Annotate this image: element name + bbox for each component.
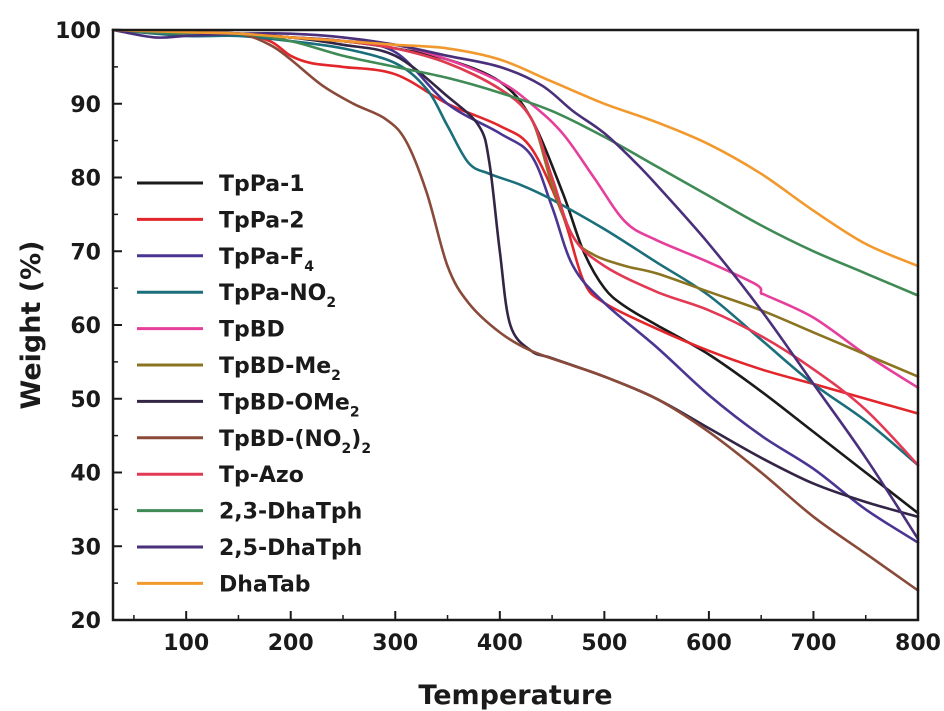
legend-label: TpBD-OMe2 <box>219 390 360 420</box>
series-line-11 <box>111 28 920 268</box>
x-axis-title: Temperature <box>418 680 612 711</box>
plot-lines <box>111 28 920 592</box>
legend-label: Tp-Azo <box>219 463 304 488</box>
series-line-1 <box>111 28 920 415</box>
y-tick-label: 80 <box>70 167 101 192</box>
x-tick-label: 300 <box>372 631 418 656</box>
y-axis: 20 30 40 50 60 70 80 90 100 <box>55 19 122 634</box>
x-axis: 100 200 300 400 500 600 700 800 <box>133 611 941 656</box>
y-tick-label: 60 <box>70 314 101 339</box>
y-tick-label: 30 <box>70 535 101 560</box>
y-tick-label: 100 <box>55 19 101 44</box>
x-tick-label: 100 <box>163 631 209 656</box>
legend-label: DhaTab <box>219 572 311 597</box>
x-tick-label: 400 <box>477 631 523 656</box>
y-tick-label: 70 <box>70 240 101 265</box>
x-tick-label: 600 <box>686 631 732 656</box>
legend-label: 2,5-DhaTph <box>219 536 362 561</box>
x-tick-label: 800 <box>895 631 941 656</box>
x-tick-label: 700 <box>790 631 836 656</box>
legend-label: 2,3-DhaTph <box>219 500 362 525</box>
legend-label: TpBD-Me2 <box>219 354 341 384</box>
legend-label: TpPa-F4 <box>219 245 314 275</box>
y-tick-label: 40 <box>70 462 101 487</box>
legend-label: TpBD <box>219 318 285 343</box>
series-line-7 <box>111 28 920 592</box>
x-tick-label: 200 <box>268 631 314 656</box>
y-tick-label: 50 <box>70 388 101 413</box>
y-tick-label: 20 <box>70 609 101 634</box>
y-tick-label: 90 <box>70 93 101 118</box>
legend-label: TpPa-1 <box>219 172 305 197</box>
legend-label: TpBD-(NO2)2 <box>219 427 371 457</box>
legend: TpPa-1 TpPa-2 TpPa-F4 TpPa-NO2 TpBD TpBD-Me2 T… <box>137 172 371 597</box>
legend-label: TpPa-NO2 <box>219 281 336 311</box>
x-tick-label: 500 <box>581 631 627 656</box>
y-axis-title: Weight (%) <box>16 241 47 410</box>
legend-label: TpPa-2 <box>219 208 305 233</box>
